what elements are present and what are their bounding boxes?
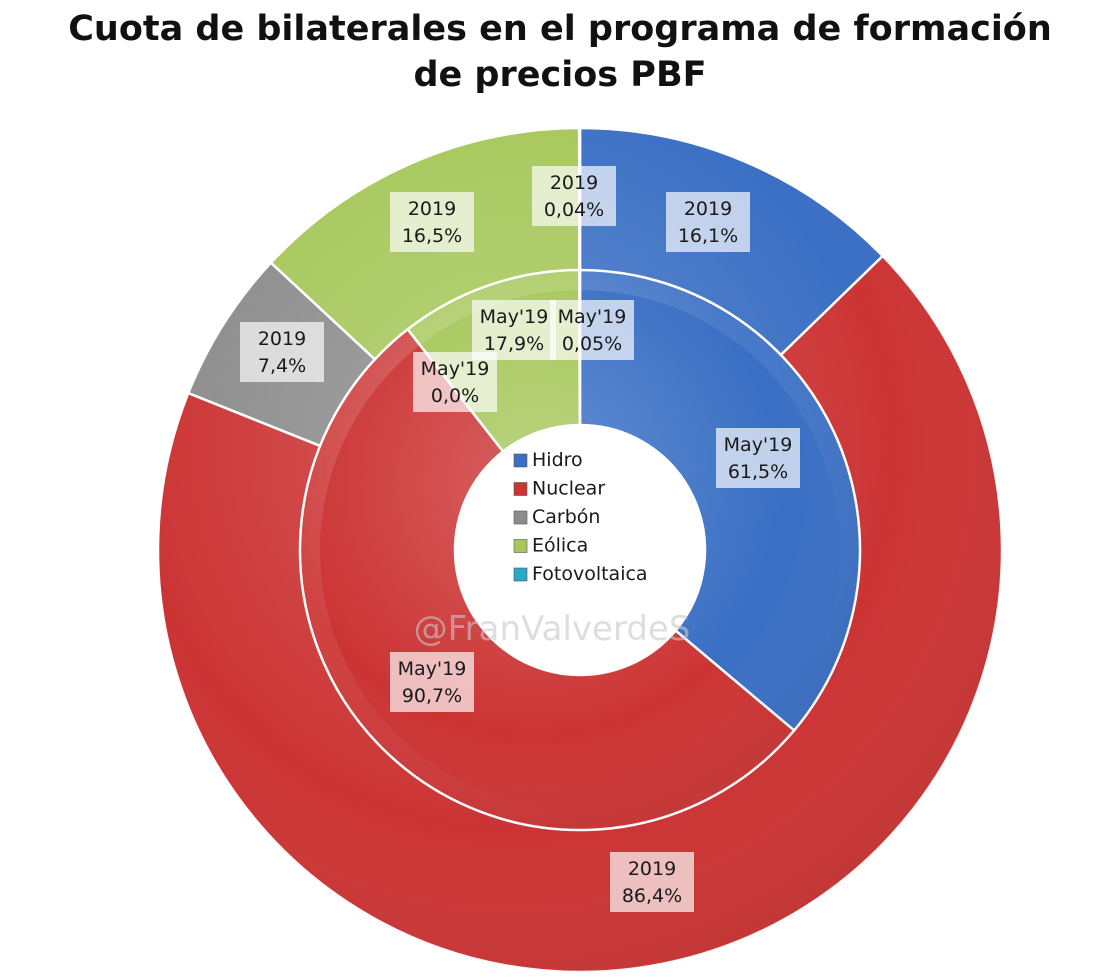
inner-label-carbon-text: May'19 <box>421 358 490 380</box>
outer-label-nuclear-text: 2019 <box>628 858 676 880</box>
legend-swatch-nuclear <box>513 482 528 496</box>
legend-swatch-carbon <box>513 510 528 525</box>
outer-label-fotovoltaica-box <box>532 166 616 226</box>
inner-label-eolica-text: May'19 <box>480 306 549 328</box>
inner-label-fotovoltaica-text: May'19 <box>558 306 627 328</box>
chart-title-line-1: Cuota de bilaterales en el programa de f… <box>68 9 1052 49</box>
legend: Hidro Nuclear Carbón Eólica Fotovoltaica <box>513 449 648 585</box>
outer-label-hidro-box <box>666 192 750 252</box>
legend-swatch-fotovoltaica <box>513 567 528 582</box>
inner-label-nuclear-text: May'19 <box>398 658 467 680</box>
outer-label-carbon-text: 7,4% <box>258 355 306 377</box>
outer-label-eolica: 2019 16,5% <box>390 192 474 252</box>
inner-label-hidro-text: May'19 <box>724 434 793 456</box>
inner-label-eolica: May'19 17,9% <box>472 300 556 360</box>
outer-label-nuclear: 2019 86,4% <box>610 852 694 912</box>
chart-title: Cuota de bilaterales en el programa de f… <box>0 6 1120 98</box>
inner-label-fotovoltaica: May'19 0,05% <box>550 300 634 360</box>
inner-label-carbon: May'19 0,0% <box>413 352 497 412</box>
outer-label-carbon-box <box>240 322 324 382</box>
outer-label-hidro-text: 2019 <box>684 198 732 220</box>
outer-label-fotovoltaica-text: 0,04% <box>544 199 604 221</box>
inner-label-hidro-box <box>716 428 800 488</box>
inner-label-hidro: May'19 61,5% <box>716 428 800 488</box>
outer-label-carbon-text: 2019 <box>258 328 306 350</box>
outer-label-nuclear-box <box>610 852 694 912</box>
outer-label-nuclear-text: 86,4% <box>622 885 682 907</box>
outer-label-eolica-box <box>390 192 474 252</box>
inner-label-nuclear-box <box>390 652 474 712</box>
outer-label-carbon: 2019 7,4% <box>240 322 324 382</box>
watermark-text: @FranValverdeS <box>414 609 691 649</box>
inner-label-carbon-box <box>413 352 497 412</box>
legend-swatch-eolica <box>513 539 528 553</box>
legend-label-fotovoltaica: Fotovoltaica <box>532 563 648 585</box>
legend-label-hidro: Hidro <box>532 449 583 471</box>
inner-label-hidro-text: 61,5% <box>728 461 788 483</box>
outer-ring-shade <box>157 128 1002 972</box>
legend-swatch-hidro <box>513 453 528 468</box>
outer-label-hidro: 2019 16,1% <box>666 192 750 252</box>
chart-title-line-2: de precios PBF <box>413 55 707 95</box>
inner-label-carbon-text: 0,0% <box>431 385 479 407</box>
outer-label-eolica-text: 16,5% <box>402 225 462 247</box>
outer-label-fotovoltaica: 2019 0,04% <box>532 166 616 226</box>
legend-label-carbon: Carbón <box>532 506 600 528</box>
inner-label-eolica-box <box>472 300 556 360</box>
inner-label-fotovoltaica-text: 0,05% <box>562 333 622 355</box>
legend-label-nuclear: Nuclear <box>532 478 605 500</box>
legend-label-eolica: Eólica <box>532 535 588 557</box>
outer-label-hidro-text: 16,1% <box>678 225 738 247</box>
inner-label-nuclear-text: 90,7% <box>402 685 462 707</box>
inner-label-nuclear: May'19 90,7% <box>390 652 474 712</box>
outer-label-eolica-text: 2019 <box>408 198 456 220</box>
data-labels: 2019 16,1% 2019 86,4% 2019 7,4% 2019 16,5% 2019 0… <box>240 166 800 912</box>
inner-label-fotovoltaica-box <box>550 300 634 360</box>
outer-label-fotovoltaica-text: 2019 <box>550 172 598 194</box>
inner-label-eolica-text: 17,9% <box>484 333 544 355</box>
